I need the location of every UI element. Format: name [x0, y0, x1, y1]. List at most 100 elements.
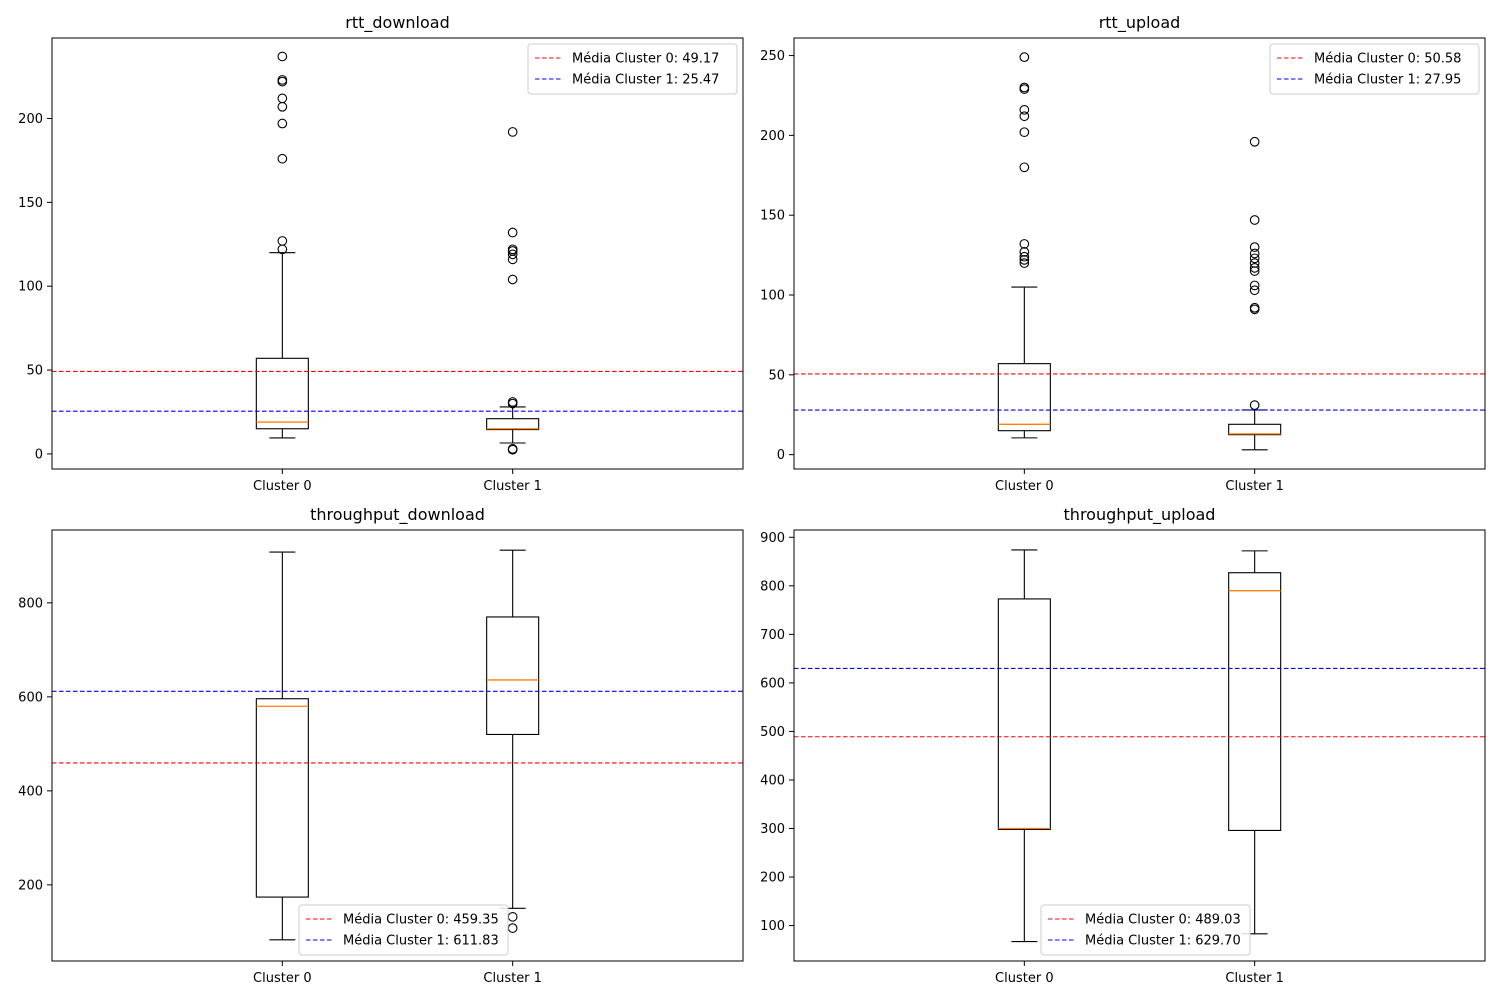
box-cluster-1 — [486, 549, 540, 933]
outlier-point — [1249, 136, 1260, 147]
outlier-point — [507, 274, 518, 285]
outlier-point — [1249, 266, 1260, 276]
y-tick-label: 50 — [768, 368, 785, 383]
outlier-point — [1019, 162, 1030, 173]
outlier-point — [1249, 400, 1260, 410]
x-tick-label: Cluster 1 — [1225, 971, 1284, 986]
y-tick-label: 500 — [760, 725, 785, 740]
legend-box — [298, 904, 509, 956]
legend-label: Média Cluster 0: 49.17 — [572, 52, 719, 67]
legend-label: Média Cluster 1: 27.95 — [1314, 73, 1461, 88]
subplot-title: throughput_upload — [1064, 505, 1216, 525]
legend-label: Média Cluster 1: 629.70 — [1085, 934, 1241, 949]
iqr-box — [1228, 572, 1282, 831]
axes-frame — [793, 37, 1486, 470]
subplot-rtt_download: rtt_download 0 50 100 150 200 Cluster 0 Cluster… — [18, 13, 744, 494]
outlier-point — [1019, 258, 1030, 268]
y-tick-label: 100 — [760, 289, 785, 304]
axes-frame — [793, 529, 1486, 962]
y-tick-label: 200 — [18, 112, 43, 127]
outlier-point — [1249, 302, 1260, 313]
y-tick-label: 900 — [760, 531, 785, 546]
outlier-point — [507, 227, 518, 238]
y-tick-label: 100 — [18, 280, 43, 295]
box-cluster-1 — [1228, 136, 1282, 451]
legend-label: Média Cluster 0: 489.03 — [1085, 913, 1241, 928]
y-tick-label: 400 — [18, 784, 43, 799]
y-tick-label: 250 — [760, 49, 785, 64]
y-tick-label: 0 — [35, 447, 43, 462]
outlier-point — [277, 153, 288, 164]
y-tick-label: 100 — [760, 919, 785, 934]
outlier-point — [507, 397, 518, 407]
legend: Média Cluster 0: 49.17 Média Cluster 1: 2… — [527, 43, 738, 95]
legend-box — [527, 43, 738, 95]
outlier-point — [1019, 82, 1030, 93]
outlier-point — [1249, 280, 1260, 291]
y-tick-label: 300 — [760, 822, 785, 837]
outlier-point — [1019, 111, 1030, 122]
y-tick-label: 700 — [760, 628, 785, 643]
subplot-title: throughput_download — [310, 505, 485, 525]
y-tick-label: 800 — [760, 579, 785, 594]
y-tick-label: 50 — [26, 364, 43, 379]
y-tick-label: 150 — [18, 196, 43, 211]
x-tick-label: Cluster 1 — [483, 479, 542, 494]
axes-frame — [51, 529, 744, 962]
outlier-point — [1249, 248, 1260, 259]
y-tick-label: 0 — [777, 448, 785, 463]
iqr-box — [997, 363, 1051, 432]
legend-label: Média Cluster 1: 25.47 — [572, 73, 719, 88]
iqr-box — [255, 698, 309, 898]
subplot-rtt_upload: rtt_upload 0 50 100 150 200 250 Cluster 0 Cluste… — [760, 13, 1486, 494]
legend-box — [1269, 43, 1480, 95]
outlier-point — [507, 127, 518, 137]
box-cluster-0 — [997, 549, 1051, 943]
outlier-point — [1019, 127, 1030, 138]
iqr-box — [1228, 423, 1282, 436]
outlier-point — [277, 118, 288, 129]
y-tick-label: 200 — [18, 878, 43, 893]
outlier-point — [1019, 239, 1030, 249]
outlier-point — [277, 93, 288, 104]
legend-label: Média Cluster 0: 50.58 — [1314, 52, 1461, 67]
x-tick-label: Cluster 0 — [995, 971, 1054, 986]
y-tick-label: 600 — [18, 690, 43, 705]
box-cluster-1 — [486, 127, 540, 455]
outlier-point — [1019, 255, 1030, 265]
y-tick-label: 800 — [18, 596, 43, 611]
subplot-title: rtt_upload — [1099, 13, 1181, 33]
outlier-point — [1249, 242, 1260, 252]
outlier-point — [507, 244, 518, 255]
outlier-point — [1019, 104, 1030, 115]
iqr-box — [486, 616, 540, 736]
legend: Média Cluster 0: 459.35 Média Cluster 1: … — [298, 904, 509, 956]
subplot-throughput_download: throughput_download 200 400 600 800 Cluster 0… — [18, 505, 744, 986]
outlier-point — [1249, 258, 1260, 268]
outlier-point — [277, 75, 288, 85]
axes-frame — [51, 37, 744, 470]
iqr-box — [997, 598, 1051, 831]
y-tick-label: 150 — [760, 209, 785, 224]
outlier-point — [507, 911, 518, 922]
iqr-box — [486, 418, 540, 431]
legend: Média Cluster 0: 489.03 Média Cluster 1: … — [1040, 904, 1251, 956]
y-tick-label: 200 — [760, 129, 785, 144]
y-tick-label: 600 — [760, 676, 785, 691]
outlier-point — [277, 101, 288, 112]
x-tick-label: Cluster 1 — [483, 971, 542, 986]
legend-label: Média Cluster 0: 459.35 — [343, 913, 499, 928]
y-tick-label: 400 — [760, 773, 785, 788]
outlier-point — [507, 254, 518, 265]
outlier-point — [277, 236, 288, 246]
box-cluster-0 — [255, 551, 309, 941]
subplot-title: rtt_download — [345, 13, 450, 33]
iqr-box — [255, 357, 309, 430]
outlier-point — [1249, 285, 1260, 296]
outlier-point — [277, 51, 288, 62]
outlier-point — [507, 444, 518, 454]
legend-label: Média Cluster 1: 611.83 — [343, 934, 499, 949]
x-tick-label: Cluster 0 — [253, 479, 312, 494]
x-tick-label: Cluster 1 — [1225, 479, 1284, 494]
